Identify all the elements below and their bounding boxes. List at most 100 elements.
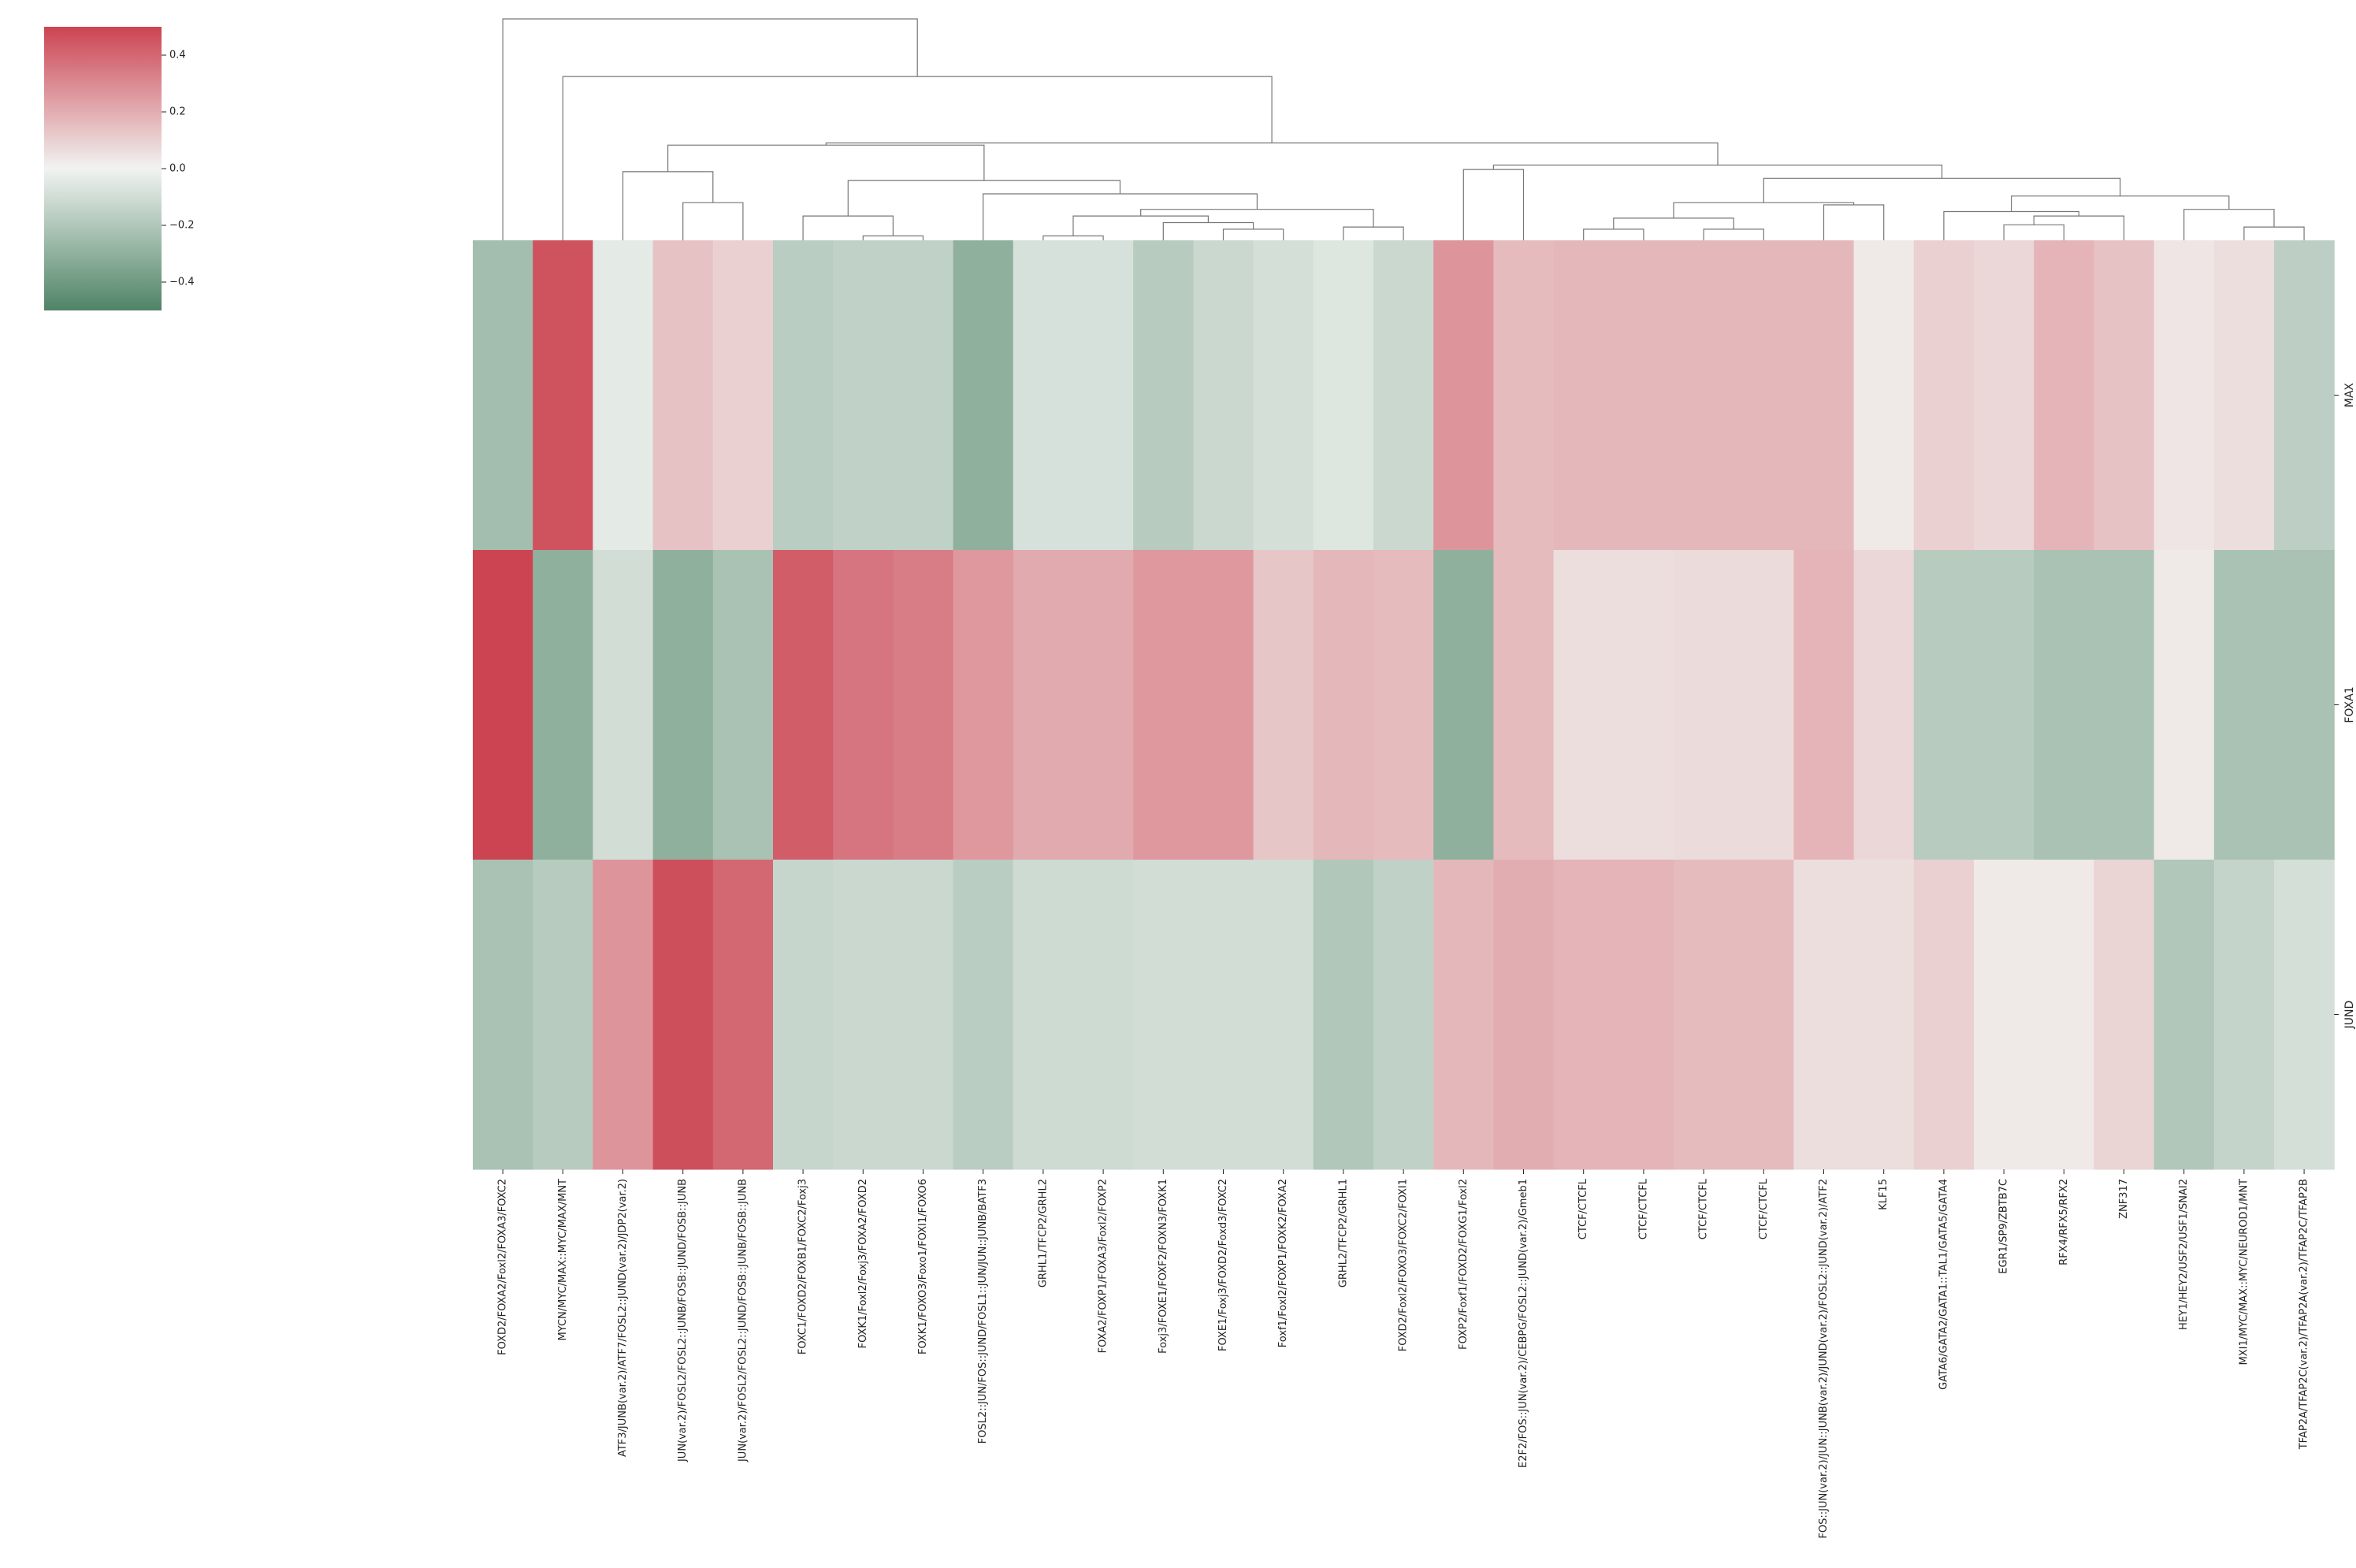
column-label: EGR1/SP9/ZBTB7C (1998, 1179, 2010, 1274)
column-label: CTCF/CTCFL (1758, 1178, 1770, 1239)
heatmap-cell (1073, 240, 1134, 551)
heatmap-cell (2094, 240, 2155, 551)
heatmap-cells (473, 240, 2335, 1170)
heatmap-cell (1193, 240, 1254, 551)
heatmap-cell (2153, 550, 2215, 860)
column-label: FOXK1/FOXO3/Foxo1/FOXI1/FOXO6 (917, 1179, 929, 1354)
heatmap-cell (1674, 240, 1734, 551)
heatmap-cell (953, 240, 1014, 551)
heatmap-cell (533, 860, 593, 1170)
heatmap-cell (1734, 550, 1794, 860)
column-label: FOS::JUN(var.2)/JUN::JUNB(var.2)/JUND(va… (1818, 1179, 1830, 1539)
heatmap-cell (1493, 240, 1555, 551)
heatmap-cell (1613, 240, 1674, 551)
column-label: FOXD2/Foxl2/FOXO3/FOXC2/FOXI1 (1398, 1179, 1410, 1351)
dendrogram-link (1140, 209, 1374, 228)
heatmap-cell (1493, 550, 1555, 860)
row-labels: MAX FOXA1 JUND (2334, 382, 2356, 1029)
heatmap-cell (953, 860, 1014, 1170)
column-label: ZNF317 (2118, 1179, 2130, 1219)
heatmap-cell (2213, 860, 2275, 1170)
heatmap-cell (1793, 860, 1855, 1170)
heatmap-cell (712, 550, 774, 860)
colorbar-tick-label: 0.4 (169, 50, 186, 61)
column-label: Foxj3/FOXE1/FOXF2/FOXN3/FOXK1 (1158, 1179, 1169, 1354)
heatmap-cell (2153, 240, 2215, 551)
heatmap-cell (1013, 860, 1074, 1170)
column-label: FOXK1/Foxl2/Foxj3/FOXA2/FOXD2 (857, 1179, 869, 1348)
column-label: GRHL1/TFCP2/GRHL2 (1037, 1179, 1049, 1287)
heatmap-cell (1253, 240, 1314, 551)
heatmap-cell (1253, 550, 1314, 860)
heatmap-cell (1313, 860, 1374, 1170)
dendrogram-link (502, 18, 918, 240)
heatmap-cell (2213, 550, 2275, 860)
dendrogram-link (1462, 169, 1525, 240)
column-label: FOSL2::JUN/FOS::JUND/FOSL1::JUN/JUN::JUN… (977, 1179, 989, 1444)
heatmap-cell (1433, 550, 1494, 860)
heatmap-cell (1853, 240, 1915, 551)
heatmap-cell (1974, 550, 2035, 860)
heatmap-cell (1373, 550, 1434, 860)
dendrogram-link (682, 202, 744, 240)
heatmap-cell (1193, 550, 1254, 860)
heatmap-cell (1793, 550, 1855, 860)
heatmap-cell (1373, 240, 1434, 551)
dendrogram-link (2003, 224, 2064, 240)
dendrogram-link (2243, 226, 2305, 240)
dendrogram-link (1162, 221, 1254, 240)
column-label: E2F2/FOS::JUN(var.2)/CEBPG/FOSL2::JUND(v… (1518, 1179, 1529, 1468)
column-label: CTCF/CTCFL (1698, 1178, 1710, 1239)
heatmap-cell (2153, 860, 2215, 1170)
column-labels: FOXD2/FOXA2/Foxl2/FOXA3/FOXC2 MYCN/MYC/MA… (497, 1169, 2310, 1539)
heatmap-cell (1133, 860, 1194, 1170)
column-label: ATF3/JUNB(var.2)/ATF7/FOSL2::JUND(var.2)… (617, 1179, 629, 1457)
dendrogram-link (1583, 229, 1644, 240)
heatmap-cell (2274, 550, 2335, 860)
heatmap-cell (893, 240, 954, 551)
heatmap-cell (1734, 860, 1794, 1170)
heatmap-cell (652, 240, 714, 551)
row-label: MAX (2343, 382, 2356, 407)
colorbar: 0.4 0.2 0.0 −0.2 −0.4 (44, 27, 195, 310)
dendrogram-link (1823, 204, 1885, 240)
heatmap-cell (2094, 550, 2155, 860)
column-label: RFX4/RFX5/RFX2 (2058, 1179, 2070, 1265)
column-label: GATA6/GATA2/GATA1::TAL1/GATA5/GATA4 (1938, 1179, 1949, 1390)
heatmap-cell (1253, 860, 1314, 1170)
column-label: MYCN/MYC/MAX::MYC/MAX/MNT (557, 1179, 569, 1341)
colorbar-tick-label: −0.4 (169, 277, 195, 288)
heatmap-cell (593, 860, 654, 1170)
column-label: JUN(var.2)/FOSL2/FOSL2::JUNB/FOSB::JUND/… (677, 1179, 689, 1462)
heatmap-cell (652, 860, 714, 1170)
heatmap-cell (1853, 860, 1915, 1170)
heatmap-cell (1613, 550, 1674, 860)
column-label: CTCF/CTCFL (1637, 1178, 1649, 1239)
dendrogram-link (847, 180, 1121, 217)
heatmap-cell (533, 550, 593, 860)
colorbar-gradient (44, 27, 162, 310)
heatmap-cell (953, 550, 1014, 860)
heatmap-cell (773, 240, 834, 551)
colorbar-tick-label: 0.0 (169, 163, 186, 175)
heatmap-cell (1133, 550, 1194, 860)
heatmap-cell (593, 240, 654, 551)
heatmap-cell (533, 240, 593, 551)
heatmap-cell (593, 550, 654, 860)
column-label: FOXP2/Foxf1/FOXD2/FOXG1/Foxl2 (1458, 1179, 1470, 1350)
colorbar-ticks: 0.4 0.2 0.0 −0.2 −0.4 (162, 50, 195, 288)
column-label: FOXA2/FOXP1/FOXA3/Foxl2/FOXP2 (1098, 1179, 1109, 1353)
heatmap-cell (893, 550, 954, 860)
heatmap-cell (712, 860, 774, 1170)
column-label: HEY1/HEY2/USF2/USF1/SNAI2 (2178, 1179, 2190, 1330)
heatmap-cell (1013, 240, 1074, 551)
heatmap-cell (1913, 860, 1975, 1170)
heatmap-cell (1433, 240, 1494, 551)
column-label: GRHL2/TFCP2/GRHL1 (1337, 1179, 1349, 1287)
heatmap-cell (1674, 860, 1734, 1170)
heatmap-cell (473, 860, 533, 1170)
heatmap-cell (2094, 860, 2155, 1170)
heatmap-cell (1373, 860, 1434, 1170)
column-label: KLF15 (1878, 1179, 1890, 1210)
